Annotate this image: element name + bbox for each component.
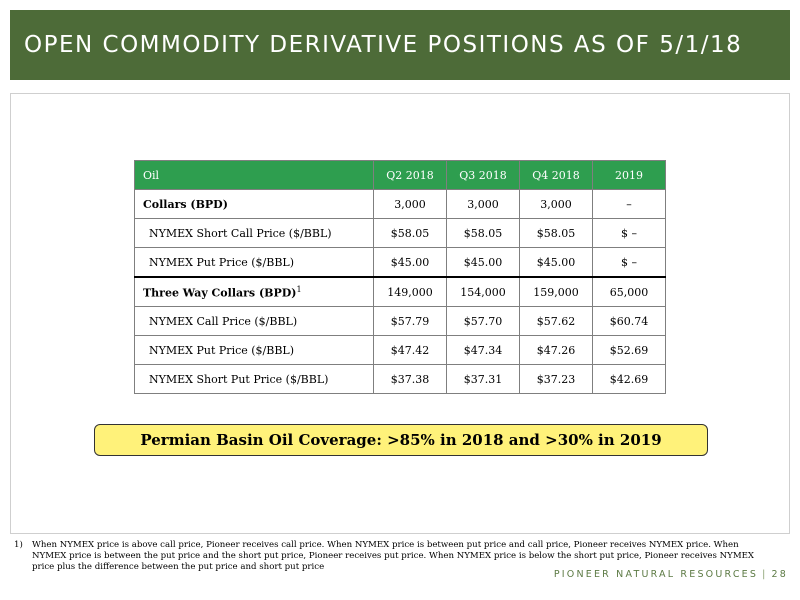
page-title: OPEN COMMODITY DERIVATIVE POSITIONS AS O… [24,32,743,58]
table-row: NYMEX Put Price ($/BBL) $45.00 $45.00 $4… [134,247,666,278]
table-row: Collars (BPD) 3,000 3,000 3,000 – [134,189,666,219]
title-bar: OPEN COMMODITY DERIVATIVE POSITIONS AS O… [10,10,790,80]
content-frame [10,93,790,534]
table-cell: $57.79 [373,306,447,336]
footnote: 1) When NYMEX price is above call price,… [14,540,774,573]
row-label: Three Way Collars (BPD) [143,286,297,300]
table-cell: 65,000 [592,276,666,307]
table-cell: $57.70 [446,306,520,336]
table-cell: $45.00 [373,247,447,278]
table-row: NYMEX Short Call Price ($/BBL) $58.05 $5… [134,218,666,248]
table-cell: 3,000 [446,189,520,219]
table-cell: $37.38 [373,364,447,394]
footer: PIONEER NATURAL RESOURCES | 28 [554,569,788,580]
footnote-marker: 1 [296,284,302,294]
column-header: Q2 2018 [373,160,447,190]
table-cell: $47.34 [446,335,520,365]
footer-divider: | [762,569,768,580]
column-header: Q4 2018 [519,160,593,190]
table-cell: 3,000 [519,189,593,219]
page-number: 28 [771,569,788,580]
table-cell: $57.62 [519,306,593,336]
table-cell: $42.69 [592,364,666,394]
table-cell: $58.05 [519,218,593,248]
footnote-number: 1) [14,540,23,550]
table-cell: $ – [592,247,666,278]
row-label: NYMEX Short Put Price ($/BBL) [134,364,374,394]
table-cell: 154,000 [446,276,520,307]
table-header-row: Oil Q2 2018 Q3 2018 Q4 2018 2019 [134,160,666,190]
table-row: NYMEX Short Put Price ($/BBL) $37.38 $37… [134,364,666,394]
table-cell: 3,000 [373,189,447,219]
table-cell: $58.05 [373,218,447,248]
table-row: NYMEX Put Price ($/BBL) $47.42 $47.34 $4… [134,335,666,365]
table-cell: 159,000 [519,276,593,307]
table-cell: $37.23 [519,364,593,394]
column-header: Oil [134,160,374,190]
row-label: NYMEX Put Price ($/BBL) [134,335,374,365]
column-header: Q3 2018 [446,160,520,190]
table-cell: $45.00 [446,247,520,278]
table-cell: $58.05 [446,218,520,248]
table-cell: $47.26 [519,335,593,365]
table-row: NYMEX Call Price ($/BBL) $57.79 $57.70 $… [134,306,666,336]
table-row: Three Way Collars (BPD)1 149,000 154,000… [134,276,666,307]
company-name: PIONEER NATURAL RESOURCES [553,569,759,580]
table-cell: $37.31 [446,364,520,394]
table-cell: $47.42 [373,335,447,365]
table-cell: 149,000 [373,276,447,307]
row-label: NYMEX Call Price ($/BBL) [134,306,374,336]
table-cell: $45.00 [519,247,593,278]
column-header: 2019 [592,160,666,190]
table-cell: $60.74 [592,306,666,336]
table-cell: – [592,189,666,219]
row-label: NYMEX Put Price ($/BBL) [134,247,374,278]
row-label-cell: Three Way Collars (BPD)1 [134,276,374,307]
derivative-positions-table: Oil Q2 2018 Q3 2018 Q4 2018 2019 Collars… [134,160,666,394]
row-label: NYMEX Short Call Price ($/BBL) [134,218,374,248]
coverage-callout: Permian Basin Oil Coverage: >85% in 2018… [94,424,708,456]
table-cell: $52.69 [592,335,666,365]
row-label: Collars (BPD) [134,189,374,219]
table-cell: $ – [592,218,666,248]
footnote-text: When NYMEX price is above call price, Pi… [32,540,755,572]
